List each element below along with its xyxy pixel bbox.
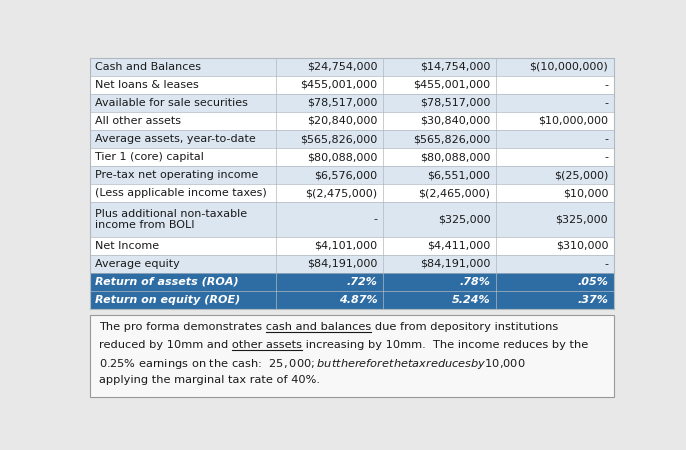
Text: reduced by 10mm and other assets increasing by 10mm.  The income reduces by the: reduced by 10mm and other assets increas…	[99, 340, 589, 350]
Text: -: -	[604, 134, 608, 144]
Text: All other assets: All other assets	[95, 116, 181, 126]
Bar	[90, 291, 613, 309]
Text: $6,576,000: $6,576,000	[315, 170, 378, 180]
Text: $10,000: $10,000	[563, 188, 608, 198]
Text: -: -	[604, 98, 608, 108]
Bar	[90, 237, 613, 255]
Text: $4,101,000: $4,101,000	[315, 241, 378, 251]
Text: $565,826,000: $565,826,000	[300, 134, 378, 144]
Text: $84,191,000: $84,191,000	[307, 259, 378, 269]
Text: .78%: .78%	[460, 277, 490, 287]
Text: -: -	[604, 152, 608, 162]
Text: $80,088,000: $80,088,000	[307, 152, 378, 162]
Bar	[90, 148, 613, 166]
Bar	[90, 94, 613, 112]
Bar	[90, 184, 613, 202]
Bar	[90, 315, 613, 396]
Text: Return on equity (ROE): Return on equity (ROE)	[95, 295, 240, 305]
Text: 5.24%: 5.24%	[451, 295, 490, 305]
Text: $80,088,000: $80,088,000	[420, 152, 490, 162]
Text: -: -	[604, 80, 608, 90]
Text: $310,000: $310,000	[556, 241, 608, 251]
Text: Pre-tax net operating income: Pre-tax net operating income	[95, 170, 258, 180]
Text: -: -	[374, 215, 378, 225]
Text: 4.87%: 4.87%	[339, 295, 378, 305]
Text: $84,191,000: $84,191,000	[420, 259, 490, 269]
Text: $14,754,000: $14,754,000	[420, 62, 490, 72]
Text: 0.25% earnings on the cash:  $25,000; but therefore the tax reduces by $10,000: 0.25% earnings on the cash: $25,000; but…	[99, 357, 526, 371]
Text: Average equity: Average equity	[95, 259, 180, 269]
Text: $10,000,000: $10,000,000	[539, 116, 608, 126]
Bar	[90, 255, 613, 273]
Text: $(25,000): $(25,000)	[554, 170, 608, 180]
Text: -: -	[604, 259, 608, 269]
Text: $455,001,000: $455,001,000	[300, 80, 378, 90]
Text: .37%: .37%	[578, 295, 608, 305]
Text: $78,517,000: $78,517,000	[307, 98, 378, 108]
Text: The pro forma demonstrates cash and balances due from depository institutions: The pro forma demonstrates cash and bala…	[99, 322, 558, 332]
Bar	[90, 130, 613, 148]
Bar	[90, 202, 613, 237]
Text: $24,754,000: $24,754,000	[307, 62, 378, 72]
Text: $30,840,000: $30,840,000	[420, 116, 490, 126]
Text: $78,517,000: $78,517,000	[420, 98, 490, 108]
Text: $325,000: $325,000	[438, 215, 490, 225]
Bar	[90, 112, 613, 130]
Bar	[90, 76, 613, 94]
Text: $565,826,000: $565,826,000	[413, 134, 490, 144]
Text: Plus additional non-taxable
income from BOLI: Plus additional non-taxable income from …	[95, 209, 247, 230]
Text: $20,840,000: $20,840,000	[307, 116, 378, 126]
Text: Net Income: Net Income	[95, 241, 159, 251]
Text: $6,551,000: $6,551,000	[427, 170, 490, 180]
Text: Tier 1 (core) capital: Tier 1 (core) capital	[95, 152, 204, 162]
Bar	[90, 273, 613, 291]
Text: $455,001,000: $455,001,000	[413, 80, 490, 90]
Text: applying the marginal tax rate of 40%.: applying the marginal tax rate of 40%.	[99, 375, 320, 385]
Text: $(10,000,000): $(10,000,000)	[530, 62, 608, 72]
Text: Return of assets (ROA): Return of assets (ROA)	[95, 277, 239, 287]
Text: $325,000: $325,000	[556, 215, 608, 225]
Text: Net loans & leases: Net loans & leases	[95, 80, 199, 90]
Text: $4,411,000: $4,411,000	[427, 241, 490, 251]
Bar	[90, 58, 613, 76]
Text: $(2,465,000): $(2,465,000)	[418, 188, 490, 198]
Text: Available for sale securities: Available for sale securities	[95, 98, 248, 108]
Text: .05%: .05%	[578, 277, 608, 287]
Text: (Less applicable income taxes): (Less applicable income taxes)	[95, 188, 267, 198]
Text: Average assets, year-to-date: Average assets, year-to-date	[95, 134, 256, 144]
Text: .72%: .72%	[347, 277, 378, 287]
Text: Cash and Balances: Cash and Balances	[95, 62, 201, 72]
Text: $(2,475,000): $(2,475,000)	[305, 188, 378, 198]
Bar	[90, 166, 613, 184]
